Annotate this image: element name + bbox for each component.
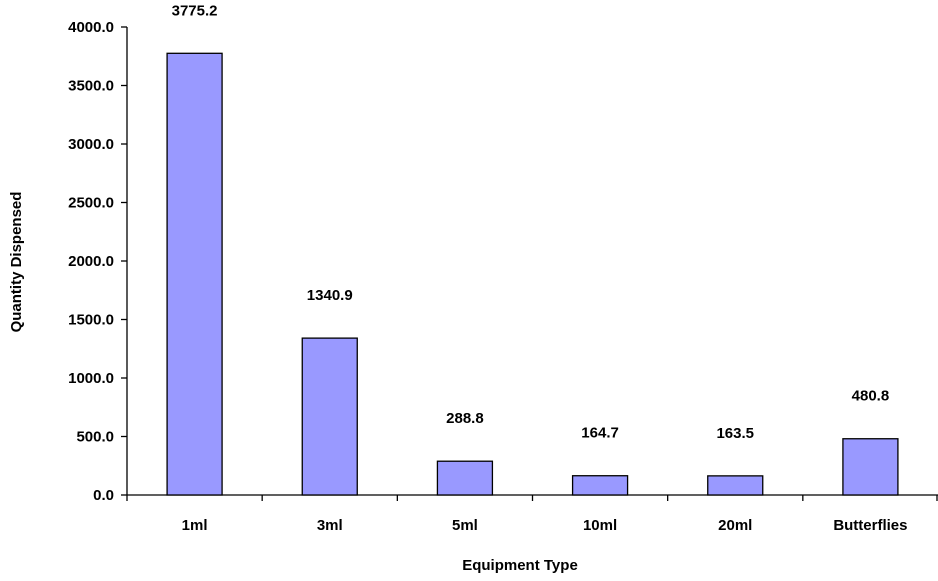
y-axis-title: Quantity Dispensed bbox=[8, 192, 25, 333]
x-tick-label: 20ml bbox=[718, 517, 752, 534]
x-tick-label: 10ml bbox=[583, 517, 617, 534]
bar-5ml bbox=[436, 460, 494, 496]
y-tick-label: 0.0 bbox=[93, 487, 114, 504]
bar-10ml bbox=[571, 475, 629, 496]
x-axis-title: Equipment Type bbox=[462, 557, 578, 574]
x-axis: 1ml 3ml 5ml 10ml 20ml Butterflies bbox=[126, 494, 938, 534]
data-label: 164.7 bbox=[581, 425, 619, 442]
x-tick-label: 5ml bbox=[452, 517, 478, 534]
bar-1ml bbox=[166, 52, 223, 496]
data-label: 288.8 bbox=[446, 410, 484, 427]
y-tick-label: 3000.0 bbox=[68, 136, 114, 153]
bar-butterflies bbox=[842, 438, 899, 496]
x-tick-label: 1ml bbox=[182, 517, 208, 534]
y-tick-label: 4000.0 bbox=[68, 19, 114, 36]
bar-3ml bbox=[301, 337, 358, 496]
y-tick-label: 3500.0 bbox=[68, 78, 114, 95]
x-tick-label: Butterflies bbox=[833, 517, 907, 534]
y-tick-label: 2500.0 bbox=[68, 195, 114, 212]
data-label: 480.8 bbox=[852, 388, 890, 405]
y-tick-label: 1000.0 bbox=[68, 370, 114, 387]
data-label: 3775.2 bbox=[172, 2, 218, 19]
y-tick-label: 1500.0 bbox=[68, 312, 114, 329]
bars bbox=[166, 52, 899, 496]
x-tick-label: 3ml bbox=[317, 517, 343, 534]
y-axis: 0.0 500.0 1000.0 1500.0 2000.0 2500.0 3000.0 35… bbox=[68, 19, 128, 504]
data-label: 163.5 bbox=[716, 425, 754, 442]
y-tick-label: 500.0 bbox=[76, 429, 114, 446]
y-tick-label: 2000.0 bbox=[68, 253, 114, 270]
bar-20ml bbox=[707, 475, 764, 496]
data-label: 1340.9 bbox=[307, 287, 353, 304]
data-labels: 3775.2 1340.9 288.8 164.7 163.5 480.8 bbox=[172, 2, 890, 442]
